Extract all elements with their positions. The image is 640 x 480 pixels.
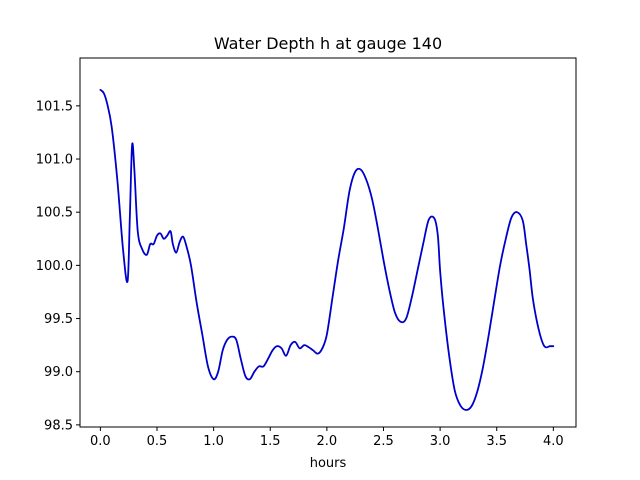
x-tick-label: 2.0 <box>317 434 338 449</box>
x-axis-label: hours <box>310 456 347 471</box>
x-axis: 0.0 0.5 1.0 1.5 2.0 2.5 3.0 3.5 4.0 <box>90 427 564 449</box>
y-tick-label: 101.5 <box>36 99 73 114</box>
series-line-0 <box>99 89 555 411</box>
y-tick-label: 100.5 <box>36 206 73 221</box>
x-tick-label: 0.0 <box>90 434 111 449</box>
axes-frame <box>79 57 577 428</box>
y-tick-label: 99.5 <box>44 312 73 327</box>
y-tick-label: 100.0 <box>36 259 73 274</box>
y-tick-label: 99.0 <box>44 365 73 380</box>
x-tick-label: 4.0 <box>543 434 564 449</box>
x-tick-label: 3.0 <box>430 434 451 449</box>
x-tick-label: 1.0 <box>203 434 224 449</box>
plot-area <box>99 89 555 411</box>
x-tick-label: 2.5 <box>373 434 394 449</box>
y-tick-label: 101.0 <box>36 153 73 168</box>
y-axis: 98.5 99.0 99.5 100.0 100.5 101.0 101.5 <box>36 99 80 433</box>
y-tick-label: 98.5 <box>44 418 73 433</box>
x-tick-label: 3.5 <box>486 434 507 449</box>
x-tick-label: 0.5 <box>147 434 168 449</box>
x-tick-label: 1.5 <box>260 434 281 449</box>
chart-title: Water Depth h at gauge 140 <box>214 34 442 53</box>
